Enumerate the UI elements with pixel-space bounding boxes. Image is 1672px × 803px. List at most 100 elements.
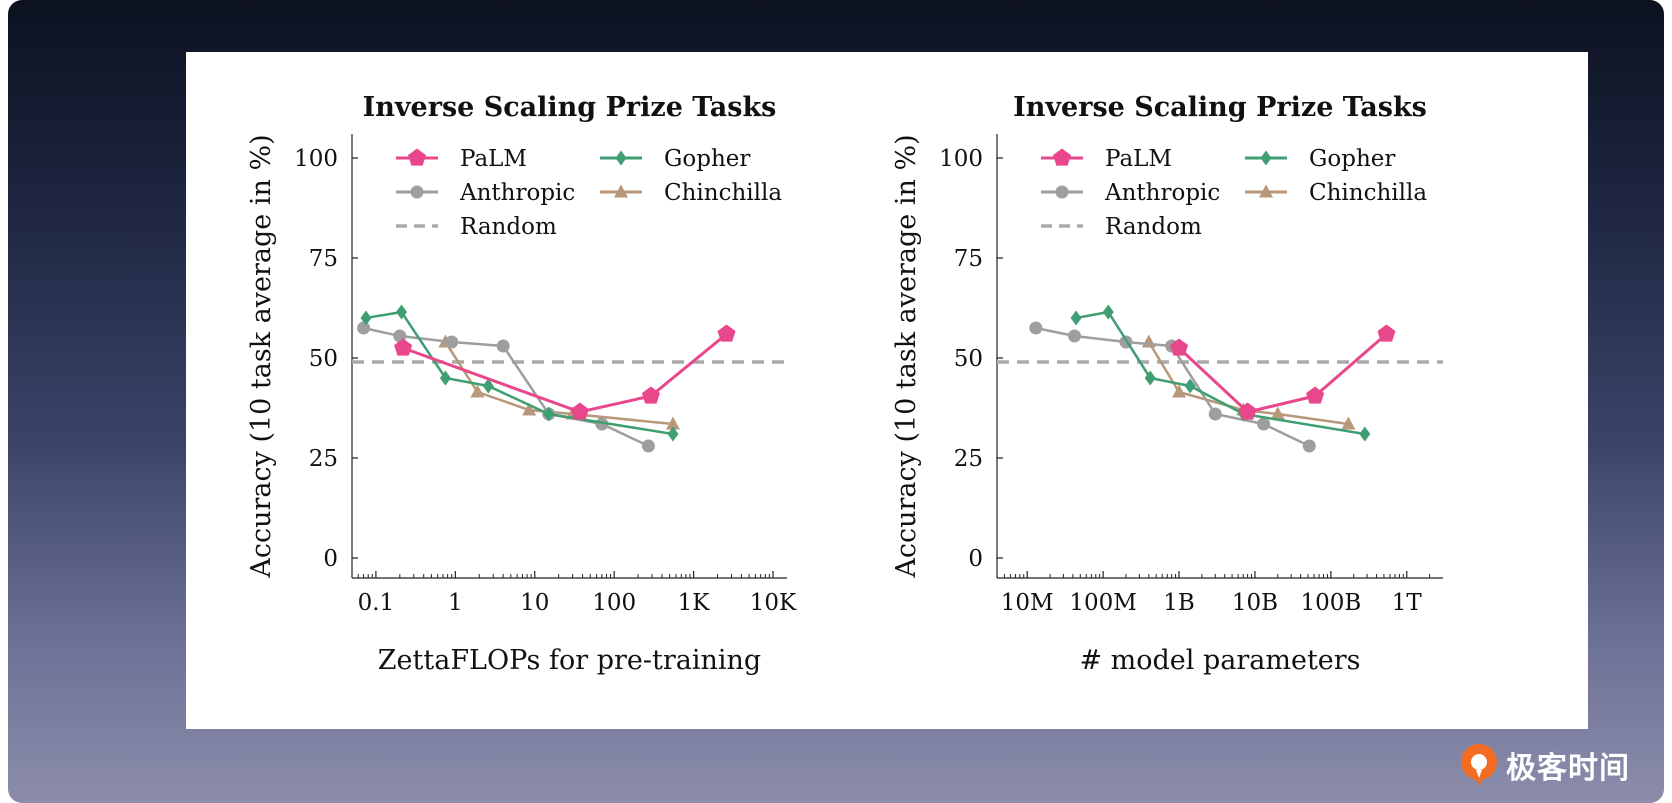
legend-label-random: Random: [460, 214, 557, 240]
data-point-gopher: [482, 378, 494, 394]
y-tick-label: 100: [939, 146, 983, 172]
y-axis-label: Accuracy (10 task average in %): [891, 134, 922, 578]
data-point-anthropic: [1208, 407, 1222, 421]
series-line-gopher: [365, 310, 674, 436]
legend-marker-anthropic: [1055, 185, 1069, 199]
series-anthropic: [1029, 321, 1316, 453]
legend-marker-chinchilla: [1259, 184, 1273, 198]
series-chinchilla: [438, 334, 680, 430]
legend-label-random: Random: [1105, 214, 1202, 240]
y-tick-label: 50: [954, 346, 983, 372]
chart-title: Inverse Scaling Prize Tasks: [1013, 92, 1427, 123]
legend-label-anthropic: Anthropic: [1104, 180, 1220, 206]
data-point-gopher: [667, 426, 679, 442]
x-tick-label: 1: [448, 590, 463, 616]
data-point-palm: [1377, 324, 1396, 342]
series-line-chinchilla: [444, 341, 674, 426]
legend-label-gopher: Gopher: [664, 146, 750, 172]
data-point-anthropic: [1029, 321, 1043, 335]
data-point-gopher: [1070, 310, 1082, 326]
data-point-anthropic: [1257, 417, 1271, 431]
series-palm: [1170, 324, 1396, 420]
charts-svg: Inverse Scaling Prize Tasks02550751000.1…: [246, 92, 1443, 676]
legend-marker-chinchilla: [614, 184, 628, 198]
x-tick-label: 100: [592, 590, 636, 616]
y-tick-label: 0: [968, 546, 983, 572]
x-tick-label: 1K: [678, 590, 711, 616]
legend-marker-gopher: [1260, 150, 1272, 166]
chart-2: Inverse Scaling Prize Tasks 0 25 50 75 100 10M…: [891, 92, 1443, 676]
data-point-palm: [570, 402, 589, 420]
legend-label-chinchilla: Chinchilla: [664, 180, 782, 206]
legend-marker-anthropic: [410, 185, 424, 199]
y-tick-label: 25: [954, 446, 983, 472]
y-tick-label: 100: [294, 146, 338, 172]
data-point-anthropic: [445, 335, 459, 349]
x-tick-label: 1B: [1163, 590, 1195, 616]
data-point-anthropic: [595, 417, 609, 431]
y-tick-label: 75: [954, 246, 983, 272]
series-line-palm: [402, 332, 728, 414]
legend: PaLM Gopher Anthropic Chinchilla Random: [1041, 146, 1427, 240]
data-point-chinchilla: [470, 384, 485, 398]
legend-marker-gopher: [615, 150, 627, 166]
data-point-palm: [1306, 386, 1325, 404]
legend-marker-palm: [407, 148, 427, 166]
data-point-chinchilla: [1341, 416, 1356, 430]
data-point-palm: [394, 338, 413, 356]
data-point-anthropic: [641, 439, 655, 453]
figure-panel: Inverse Scaling Prize Tasks 0 25 50 75 100 0.1…: [186, 52, 1588, 729]
data-point-gopher: [1102, 304, 1114, 320]
y-tick-label: 25: [309, 446, 338, 472]
data-point-palm: [641, 386, 660, 404]
x-tick-label: 100B: [1300, 590, 1361, 616]
data-point-gopher: [395, 304, 407, 320]
chart-1: Inverse Scaling Prize Tasks 0 25 50 75 100 0.1…: [246, 92, 797, 676]
data-point-palm: [717, 324, 736, 342]
chart-title: Inverse Scaling Prize Tasks: [363, 92, 777, 123]
series-gopher: [360, 304, 679, 442]
x-tick-label: 10K: [750, 590, 797, 616]
y-tick-label: 75: [309, 246, 338, 272]
data-point-chinchilla: [1270, 406, 1285, 420]
data-point-gopher: [543, 406, 555, 422]
legend: PaLM Gopher Anthropic Chinchilla Random: [396, 146, 782, 240]
legend-label-gopher: Gopher: [1309, 146, 1395, 172]
data-point-palm: [1238, 402, 1257, 420]
legend-label-chinchilla: Chinchilla: [1309, 180, 1427, 206]
y-axis-label: Accuracy (10 task average in %): [246, 134, 277, 578]
x-axis-label: # model parameters: [1079, 645, 1360, 676]
data-point-gopher: [360, 310, 372, 326]
legend-label-palm: PaLM: [460, 146, 527, 172]
data-point-anthropic: [1302, 439, 1316, 453]
legend-label-anthropic: Anthropic: [459, 180, 575, 206]
data-point-anthropic: [496, 339, 510, 353]
data-point-gopher: [439, 370, 451, 386]
x-tick-label: 0.1: [358, 590, 395, 616]
logo-icon: [1461, 744, 1497, 786]
legend-label-palm: PaLM: [1105, 146, 1172, 172]
x-tick-label: 10B: [1232, 590, 1278, 616]
x-tick-label: 100M: [1069, 590, 1136, 616]
brand-logo: 极客时间: [1458, 741, 1630, 789]
data-point-palm: [1170, 338, 1189, 356]
data-point-gopher: [1184, 378, 1196, 394]
x-axis-label: ZettaFLOPs for pre-training: [378, 645, 761, 676]
data-point-chinchilla: [665, 416, 680, 430]
data-point-gopher: [1144, 370, 1156, 386]
series-palm: [394, 324, 736, 420]
x-tick-label: 1T: [1392, 590, 1423, 616]
logo-text: 极客时间: [1506, 751, 1630, 786]
legend-marker-palm: [1052, 148, 1072, 166]
data-point-anthropic: [1068, 329, 1082, 343]
data-point-anthropic: [357, 321, 371, 335]
data-point-chinchilla: [522, 402, 537, 416]
x-tick-label: 10: [520, 590, 549, 616]
x-tick-label: 10M: [1001, 590, 1054, 616]
slide-background: Inverse Scaling Prize Tasks 0 25 50 75 100 0.1…: [8, 0, 1664, 803]
series-line-palm: [1178, 332, 1388, 414]
data-point-chinchilla: [1172, 384, 1187, 398]
series-line-gopher: [1075, 310, 1366, 436]
y-tick-label: 50: [309, 346, 338, 372]
y-tick-label: 0: [323, 546, 338, 572]
